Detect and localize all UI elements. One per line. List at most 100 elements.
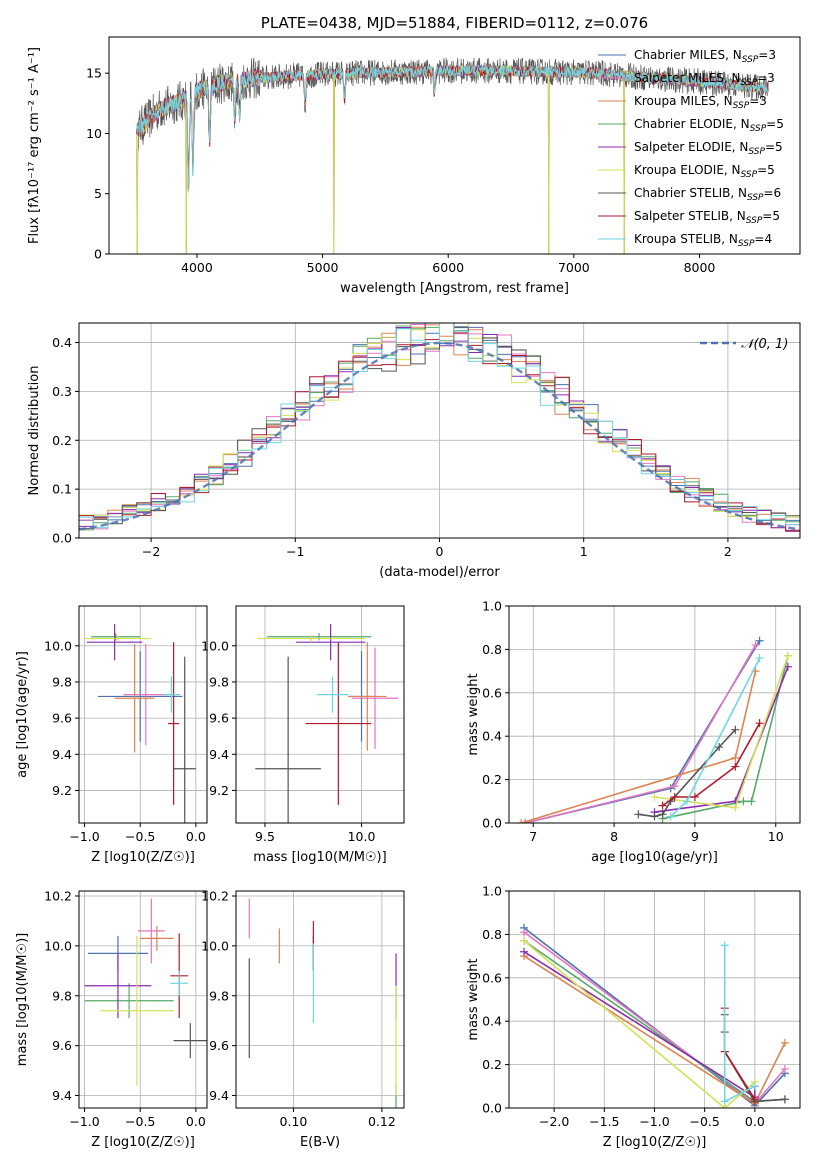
weight_vs_Z-ytick-label: 0.0: [482, 1101, 502, 1116]
weight_vs_age-ytick-label: 0.2: [482, 772, 502, 787]
residuals-xtick-label: 1: [580, 544, 588, 559]
mass_vs_EBV-panel: 0.10 0.12 9.4 9.6 9.8 10.0 10.2 E(B-V): [201, 888, 405, 1150]
age_vs_mass-panel: 9.5 10.0 9.2 9.4 9.6 9.8 10.0 mass [log10(M/M☉)…: [201, 605, 405, 865]
weight-marker-stelib_salpeter: [755, 719, 764, 728]
spectrum-frame: [108, 36, 801, 255]
weight-marker-stelib_chabrier: [780, 1095, 789, 1104]
weight-marker-elodie_kroupa: [520, 936, 529, 945]
weight-marker-miles_salpeter: [520, 928, 529, 937]
mass_vs_EBV-xtick-label: 0.10: [280, 1114, 308, 1129]
age_vs_mass-ytick-label: 9.2: [209, 783, 229, 798]
weight_vs_age-xtick-label: 9: [691, 829, 699, 844]
legend-count: =4: [754, 232, 772, 246]
weight-marker-miles_kroupa: [731, 753, 740, 762]
age_vs_mass-ytick-label: 9.8: [209, 674, 229, 689]
weight-marker-elodie_kroupa: [731, 803, 740, 812]
mass_vs_Z-ytick-label: 9.6: [52, 1038, 72, 1053]
weight_vs_age-ytick-label: 0.4: [482, 729, 502, 744]
spectrum-ytick-label: 10: [86, 126, 102, 141]
mass_vs_Z-ytick-label: 10.2: [44, 888, 72, 903]
weight-line-elodie_chabrier: [662, 655, 789, 820]
weight-marker-stelib_kroupa: [666, 812, 675, 821]
mass_vs_Z-xtick-label: −0.5: [125, 1114, 155, 1129]
spectrum-xtick-label: 5000: [307, 260, 339, 275]
age_vs_Z-xlabel: Z [log10(Z/Z☉)]: [91, 850, 195, 865]
legend-count: =5: [757, 163, 775, 177]
weight-line-elodie_salpeter: [523, 951, 756, 1099]
age_vs_Z-ytick-label: 10.0: [44, 638, 72, 653]
spectrum-stelib_salpeter: [136, 64, 769, 190]
weight-marker-miles_salpeter: [521, 819, 530, 823]
age_vs_Z-xtick-label: 0.0: [186, 829, 206, 844]
residuals-ytick-label: 0.2: [52, 433, 72, 448]
age_vs_mass-ytick-label: 10.0: [201, 638, 229, 653]
age_vs_Z-xtick-label: −0.5: [125, 829, 155, 844]
spectrum-xtick-label: 6000: [432, 260, 464, 275]
weight_vs_Z-ytick-label: 0.2: [482, 1057, 502, 1072]
residuals-xlabel: (data-model)/error: [379, 565, 500, 580]
weight_vs_Z-xtick-label: −1.5: [589, 1114, 619, 1129]
legend-entry: Kroupa ELODIE, NSSP=5: [634, 163, 775, 180]
weight-marker-elodie_salpeter: [520, 947, 529, 956]
residuals-ytick-label: 0.1: [52, 482, 72, 497]
legend-subscript: SSP: [741, 78, 758, 88]
age_vs_mass-ytick-label: 9.6: [209, 711, 229, 726]
age_vs_mass-ytick-label: 9.4: [209, 747, 229, 762]
weight-marker-miles_salpeter: [780, 1064, 789, 1073]
weight_vs_Z-ylabel: mass weight: [466, 958, 481, 1040]
weight_vs_Z-xtick-label: 0.0: [745, 1114, 765, 1129]
legend-count: =6: [764, 186, 782, 200]
residuals-xtick-label: 2: [724, 544, 732, 559]
weight-marker-stelib_kroupa: [720, 941, 729, 950]
residuals-ylabel: Normed distribution: [27, 366, 42, 496]
weight_vs_Z-xtick-label: −0.5: [689, 1114, 719, 1129]
legend-entry: Kroupa STELIB, NSSP=4: [634, 232, 772, 249]
legend-subscript: SSP: [741, 170, 758, 180]
mass_vs_Z-ytick-label: 9.8: [52, 988, 72, 1003]
legend-entry: Salpeter MILES, NSSP=3: [634, 71, 775, 88]
weight_vs_Z-xtick-label: −2.0: [539, 1114, 569, 1129]
age_vs_Z-ytick-label: 9.2: [52, 783, 72, 798]
weight-marker-miles_kroupa: [517, 819, 526, 823]
weight_vs_age-ytick-label: 1.0: [482, 599, 502, 614]
mass_vs_Z-xlabel: Z [log10(Z/Z☉)]: [91, 1135, 195, 1150]
legend-count: =3: [757, 71, 775, 85]
mass_vs_Z-ytick-label: 10.0: [44, 938, 72, 953]
legend-subscript: SSP: [733, 101, 750, 111]
residuals-ytick-label: 0.4: [52, 335, 72, 350]
legend-count: =3: [758, 48, 776, 62]
weight_vs_Z-ytick-label: 0.4: [482, 1014, 502, 1029]
age_vs_mass-plot-area: [255, 624, 399, 823]
weight_vs_age-xtick-label: 10: [768, 829, 784, 844]
weight_vs_Z-ytick-label: 0.6: [482, 970, 502, 985]
weight_vs_Z-frame: [508, 890, 801, 1109]
legend-entry: Salpeter STELIB, NSSP=5: [634, 209, 780, 226]
legend-subscript: SSP: [742, 55, 759, 65]
weight-marker-stelib_chabrier: [650, 812, 659, 821]
weight_vs_Z-ytick-label: 1.0: [482, 884, 502, 899]
age_vs_mass-frame: [235, 605, 405, 824]
weight-marker-stelib_salpeter: [731, 762, 740, 771]
age_vs_Z-panel: −1.0 −0.5 0.0 9.2 9.4 9.6 9.8 10.0 Z [log10(Z/Z☉…: [15, 605, 208, 865]
age_vs_Z-ytick-label: 9.6: [52, 711, 72, 726]
legend-entry: Chabrier ELODIE, NSSP=5: [634, 117, 784, 134]
mass_vs_EBV-frame: [235, 890, 405, 1109]
mass_vs_EBV-xtick-label: 0.12: [368, 1114, 396, 1129]
weight_vs_age-panel: 7 8 9 10 0.0 0.2 0.4 0.6 0.8 1.0 age [log10(age/yr…: [466, 599, 801, 865]
mass_vs_EBV-ytick-label: 9.4: [209, 1088, 229, 1103]
weight-marker-miles_salpeter: [670, 782, 679, 791]
spectrum-panel: 4000 5000 6000 7000 8000 0 5 10 15 wavelength [An…: [27, 14, 801, 296]
legend-subscript: SSP: [747, 193, 764, 203]
weight-marker-elodie_chabrier: [739, 797, 748, 806]
weight_vs_age-ylabel: mass weight: [466, 673, 481, 755]
weight-marker-miles_kroupa: [780, 1038, 789, 1047]
spectrum-ytick-label: 5: [94, 186, 102, 201]
weight-marker-elodie_salpeter: [783, 662, 792, 671]
mass_vs_Z-frame: [78, 890, 208, 1109]
legend-subscript: SSP: [746, 216, 763, 226]
weight-marker-miles_chabrier: [755, 636, 764, 645]
weight-marker-elodie_kroupa: [783, 651, 792, 660]
weight_vs_age-xlabel: age [log10(age/yr)]: [591, 850, 718, 865]
weight-marker-stelib_kroupa: [682, 797, 691, 806]
